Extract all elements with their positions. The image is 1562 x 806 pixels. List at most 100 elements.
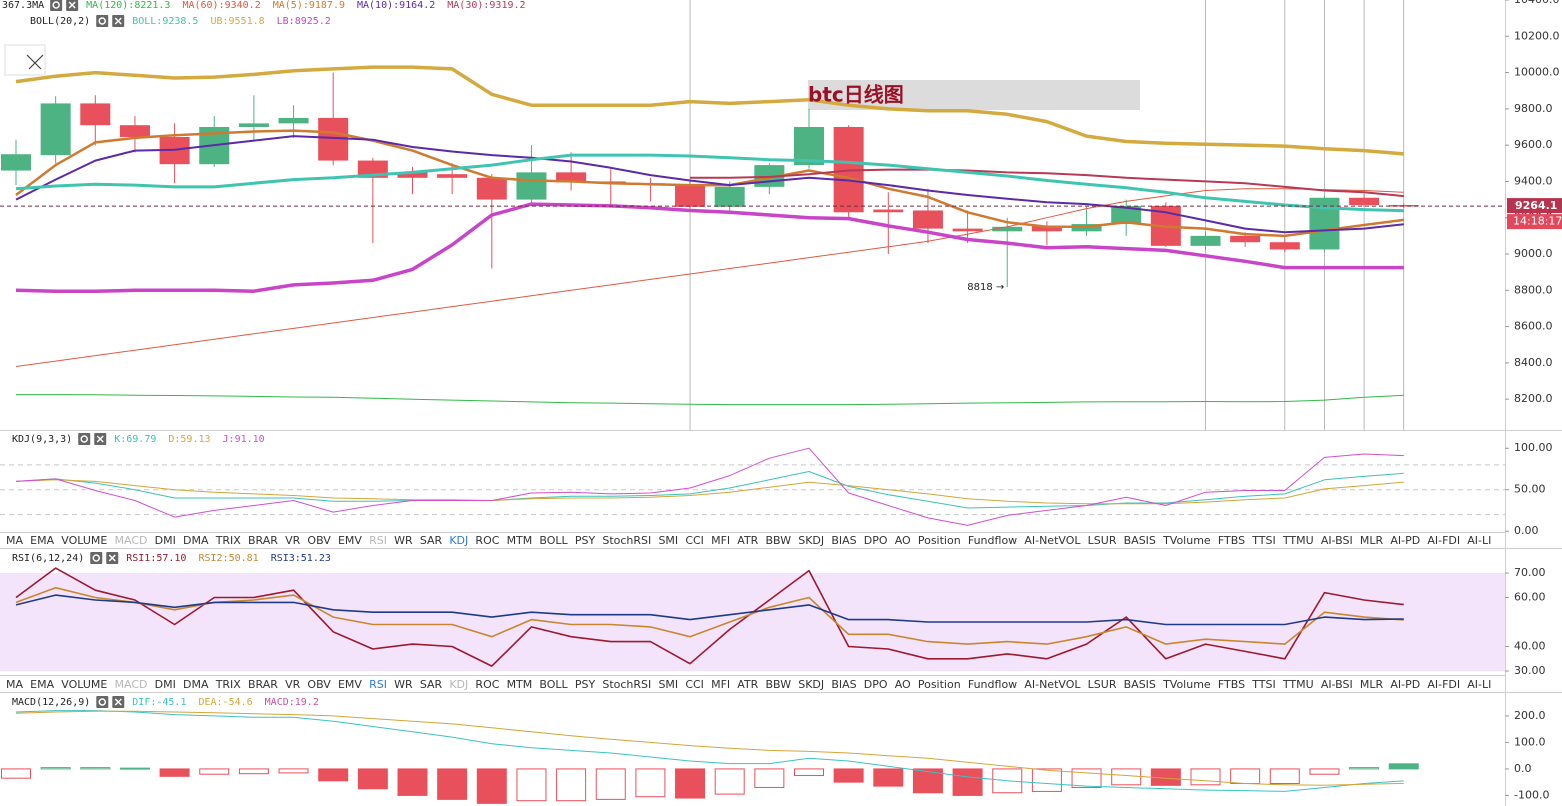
indicator-tab[interactable]: MFI xyxy=(711,534,731,547)
indicator-tab[interactable]: AI-PD xyxy=(1390,678,1421,691)
indicator-tab[interactable]: MA xyxy=(6,678,24,691)
indicator-tab[interactable]: VOLUME xyxy=(61,678,108,691)
indicator-tab[interactable]: OBV xyxy=(307,534,331,547)
indicator-tab[interactable]: BBW xyxy=(765,678,792,691)
indicator-tab[interactable]: BIAS xyxy=(831,678,857,691)
indicator-tab[interactable]: TTMU xyxy=(1282,678,1314,691)
indicator-tab[interactable]: TTMU xyxy=(1282,534,1314,547)
indicator-tab[interactable]: VR xyxy=(285,534,301,547)
indicator-tab[interactable]: BOLL xyxy=(539,678,568,691)
indicator-tab[interactable]: MA xyxy=(6,534,24,547)
indicator-tab[interactable]: ROC xyxy=(475,678,500,691)
indicator-tab[interactable]: Position xyxy=(917,534,961,547)
legend-settings-icon[interactable] xyxy=(78,433,91,445)
indicator-tab[interactable]: MTM xyxy=(506,534,533,547)
indicator-tab[interactable]: BRAR xyxy=(248,678,278,691)
indicator-tab[interactable]: DMI xyxy=(154,678,176,691)
indicator-tab[interactable]: AI-FDI xyxy=(1427,534,1461,547)
indicator-tab[interactable]: AI-NetVOL xyxy=(1024,534,1081,547)
indicator-tab[interactable]: BBW xyxy=(765,534,792,547)
legend-close-icon[interactable] xyxy=(112,15,125,27)
indicator-tab[interactable]: AO xyxy=(894,534,911,547)
y-tick-label: 9800.0 xyxy=(1514,102,1553,115)
indicator-tab[interactable]: AI-LI xyxy=(1467,534,1492,547)
legend-settings-icon[interactable] xyxy=(96,15,109,27)
indicator-tab[interactable]: SMI xyxy=(658,534,679,547)
indicator-tab[interactable]: EMA xyxy=(30,678,55,691)
indicator-tab[interactable]: WR xyxy=(394,534,413,547)
indicator-tab[interactable]: FTBS xyxy=(1217,678,1246,691)
indicator-tab[interactable]: ATR xyxy=(737,534,759,547)
indicator-tab[interactable]: AI-FDI xyxy=(1427,678,1461,691)
countdown-box xyxy=(1507,214,1562,230)
indicator-tab[interactable]: TVolume xyxy=(1163,678,1211,691)
indicator-tab[interactable]: TRIX xyxy=(215,534,241,547)
indicator-tab[interactable]: MACD xyxy=(114,534,148,547)
indicator-tab[interactable]: MTM xyxy=(506,678,533,691)
legend-settings-icon[interactable] xyxy=(96,696,109,708)
indicator-tab[interactable]: BOLL xyxy=(539,534,568,547)
legend-close-icon[interactable] xyxy=(66,0,79,11)
indicator-tab[interactable]: EMA xyxy=(30,534,55,547)
indicator-tab[interactable]: BASIS xyxy=(1123,534,1156,547)
indicator-tab[interactable]: SKDJ xyxy=(798,534,825,547)
indicator-tab[interactable]: ATR xyxy=(737,678,759,691)
indicator-tab[interactable]: DMA xyxy=(183,678,209,691)
indicator-tab[interactable]: SMI xyxy=(658,678,679,691)
indicator-tab[interactable]: WR xyxy=(394,678,413,691)
indicator-tab[interactable]: AI-BSI xyxy=(1320,678,1353,691)
indicator-tab[interactable]: ROC xyxy=(475,534,500,547)
indicator-tab[interactable]: RSI xyxy=(369,678,387,691)
legend-settings-icon[interactable] xyxy=(50,0,63,11)
indicator-tab[interactable]: EMV xyxy=(337,678,362,691)
indicator-tab[interactable]: TTSI xyxy=(1252,678,1276,691)
indicator-tab[interactable]: FTBS xyxy=(1217,534,1246,547)
legend-close-icon[interactable] xyxy=(106,552,119,564)
indicator-tab[interactable]: DPO xyxy=(863,534,888,547)
y-tick-label: -100.0 xyxy=(1514,788,1549,801)
legend-close-icon[interactable] xyxy=(94,433,107,445)
indicator-tab[interactable]: TVolume xyxy=(1163,534,1211,547)
indicator-tab[interactable]: AI-LI xyxy=(1467,678,1492,691)
legend-settings-icon[interactable] xyxy=(90,552,103,564)
indicator-tab[interactable]: SAR xyxy=(419,678,443,691)
legend-close-icon[interactable] xyxy=(112,696,125,708)
indicator-tab[interactable]: MACD xyxy=(114,678,148,691)
indicator-tab[interactable]: CCI xyxy=(685,678,704,691)
indicator-tab[interactable]: MFI xyxy=(711,678,731,691)
indicator-tab[interactable]: TTSI xyxy=(1252,534,1276,547)
indicator-tab[interactable]: OBV xyxy=(307,678,331,691)
indicator-tab[interactable]: VR xyxy=(285,678,301,691)
indicator-tab[interactable]: DMI xyxy=(154,534,176,547)
indicator-tab[interactable]: Position xyxy=(917,678,961,691)
indicator-tab[interactable]: KDJ xyxy=(449,534,469,547)
indicator-tab[interactable]: StochRSI xyxy=(602,534,652,547)
indicator-tab[interactable]: VOLUME xyxy=(61,534,108,547)
indicator-tab[interactable]: AI-NetVOL xyxy=(1024,678,1081,691)
indicator-tab[interactable]: SAR xyxy=(419,534,443,547)
indicator-tab[interactable]: MLR xyxy=(1359,678,1384,691)
indicator-tab[interactable]: DMA xyxy=(183,534,209,547)
indicator-tab[interactable]: BRAR xyxy=(248,534,278,547)
indicator-tab[interactable]: Fundflow xyxy=(967,534,1018,547)
indicator-tab[interactable]: DPO xyxy=(863,678,888,691)
indicator-tab[interactable]: LSUR xyxy=(1087,678,1117,691)
indicator-tab[interactable]: PSY xyxy=(574,678,596,691)
indicator-tab[interactable]: BIAS xyxy=(831,534,857,547)
indicator-tab[interactable]: AO xyxy=(894,678,911,691)
indicator-tab[interactable]: Fundflow xyxy=(967,678,1018,691)
drawing-tool-button[interactable] xyxy=(4,44,46,76)
indicator-tab[interactable]: KDJ xyxy=(449,678,469,691)
indicator-tab[interactable]: PSY xyxy=(574,534,596,547)
indicator-tab[interactable]: RSI xyxy=(369,534,387,547)
indicator-tab[interactable]: AI-BSI xyxy=(1320,534,1353,547)
indicator-tab[interactable]: StochRSI xyxy=(602,678,652,691)
indicator-tab[interactable]: AI-PD xyxy=(1390,534,1421,547)
indicator-tab[interactable]: BASIS xyxy=(1123,678,1156,691)
indicator-tab[interactable]: TRIX xyxy=(215,678,241,691)
indicator-tab[interactable]: SKDJ xyxy=(798,678,825,691)
indicator-tab[interactable]: MLR xyxy=(1359,534,1384,547)
indicator-tab[interactable]: EMV xyxy=(337,534,362,547)
indicator-tab[interactable]: LSUR xyxy=(1087,534,1117,547)
indicator-tab[interactable]: CCI xyxy=(685,534,704,547)
